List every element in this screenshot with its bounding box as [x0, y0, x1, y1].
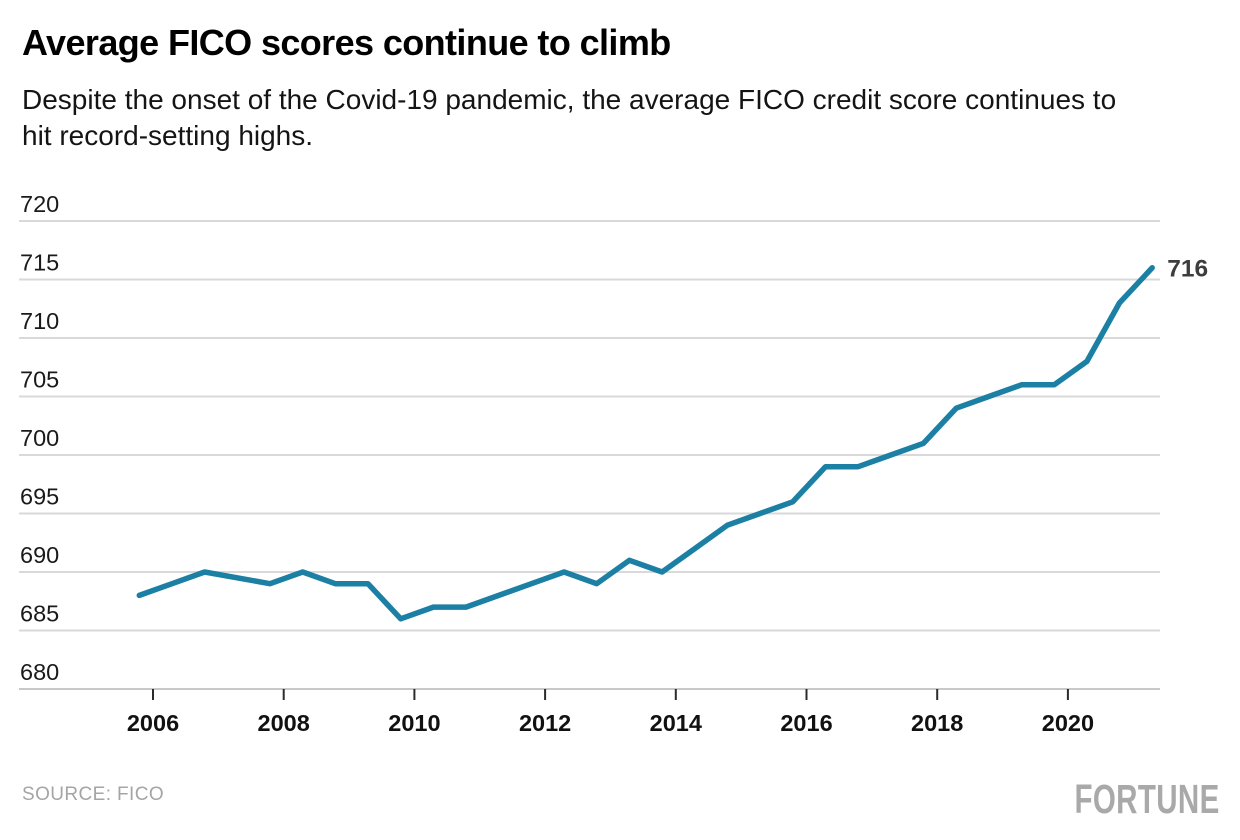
chart-subtitle: Despite the onset of the Covid-19 pandem… — [22, 82, 1217, 154]
x-tick-label-2010: 2010 — [388, 710, 440, 736]
fico-score-line — [136, 265, 1155, 622]
y-tick-label-720: 720 — [20, 191, 59, 217]
source-label: SOURCE: FICO — [22, 784, 165, 805]
end-value-label: 716 — [1167, 255, 1208, 282]
y-tick-label-690: 690 — [20, 542, 59, 568]
x-tick-label-2012: 2012 — [519, 710, 571, 736]
fortune-logo: FORTUNE — [1074, 776, 1220, 822]
y-tick-label-695: 695 — [20, 484, 59, 510]
chart-title: Average FICO scores continue to climb — [22, 22, 671, 63]
y-tick-label-705: 705 — [20, 367, 59, 393]
chart-subtitle-line-1: Despite the onset of the Covid-19 pandem… — [22, 84, 1117, 115]
x-tick-label-2020: 2020 — [1042, 710, 1094, 736]
y-tick-label-715: 715 — [20, 250, 59, 276]
x-tick-label-2016: 2016 — [780, 710, 832, 736]
y-tick-label-710: 710 — [20, 308, 59, 334]
x-tick-label-2006: 2006 — [127, 710, 179, 736]
y-tick-label-680: 680 — [20, 659, 59, 685]
x-tick-label-2018: 2018 — [911, 710, 963, 736]
x-tick-label-2008: 2008 — [258, 710, 310, 736]
y-tick-label-685: 685 — [20, 601, 59, 627]
y-tick-label-700: 700 — [20, 425, 59, 451]
x-tick-label-2014: 2014 — [650, 710, 702, 736]
chart-subtitle-line-2: hit record-setting highs. — [22, 120, 314, 151]
